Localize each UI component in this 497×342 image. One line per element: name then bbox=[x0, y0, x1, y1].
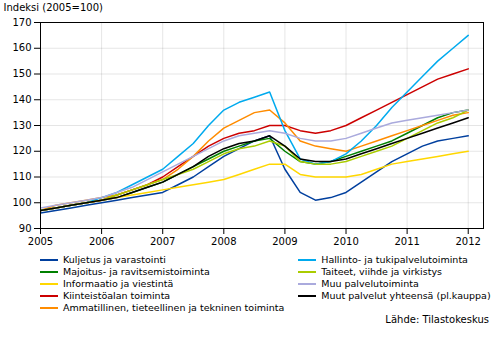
html-text:Kiinteistöalan toiminta: Kiinteistöalan toiminta bbox=[63, 290, 171, 301]
html-text:Lähde: Tilastokeskus: Lähde: Tilastokeskus bbox=[385, 314, 489, 325]
svg-text:90: 90 bbox=[19, 223, 32, 234]
svg-text:100: 100 bbox=[12, 197, 31, 208]
svg-text:2010: 2010 bbox=[333, 236, 358, 247]
html-text:Muu palvelutoiminta: Muu palvelutoiminta bbox=[321, 278, 419, 289]
html-text:Muut palvelut yhteensä (pl.kau: Muut palvelut yhteensä (pl.kauppa) bbox=[321, 290, 491, 301]
html-text:Taiteet, viihde ja virkistys: Taiteet, viihde ja virkistys bbox=[321, 266, 442, 277]
html-text:Informaatio ja viestintä: Informaatio ja viestintä bbox=[63, 278, 174, 289]
svg-text:2005: 2005 bbox=[28, 236, 53, 247]
svg-text:2008: 2008 bbox=[211, 236, 236, 247]
svg-text:110: 110 bbox=[12, 171, 31, 182]
svg-text:150: 150 bbox=[12, 68, 31, 79]
html-text:Kuljetus ja varastointi: Kuljetus ja varastointi bbox=[63, 254, 166, 265]
svg-text:130: 130 bbox=[12, 120, 31, 131]
svg-text:160: 160 bbox=[12, 42, 31, 53]
svg-text:Indeksi (2005=100): Indeksi (2005=100) bbox=[4, 2, 104, 13]
svg-text:2006: 2006 bbox=[89, 236, 114, 247]
svg-text:120: 120 bbox=[12, 145, 31, 156]
html-text:Ammatillinen, tieteellinen ja: Ammatillinen, tieteellinen ja tekninen t… bbox=[63, 302, 285, 313]
svg-text:2007: 2007 bbox=[150, 236, 175, 247]
svg-text:2012: 2012 bbox=[455, 236, 480, 247]
html-text:Hallinto- ja tukipalvelutoimin: Hallinto- ja tukipalvelutoiminta bbox=[321, 254, 468, 265]
html-text:Majoitus- ja ravitsemistoimint: Majoitus- ja ravitsemistoiminta bbox=[63, 266, 210, 277]
svg-text:140: 140 bbox=[12, 94, 31, 105]
svg-text:170: 170 bbox=[12, 17, 31, 28]
svg-text:2009: 2009 bbox=[272, 236, 297, 247]
svg-text:2011: 2011 bbox=[394, 236, 419, 247]
